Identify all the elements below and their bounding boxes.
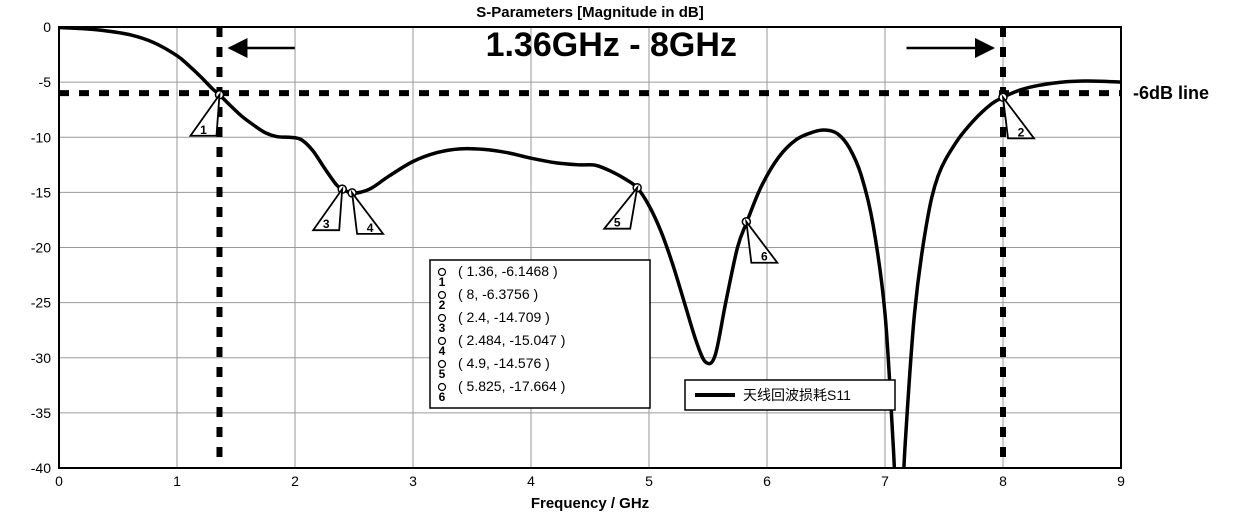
svg-text:-10: -10 <box>31 129 51 145</box>
hline-label: -6dB line <box>1133 83 1209 103</box>
svg-text:( 2.484, -15.047 ): ( 2.484, -15.047 ) <box>458 332 565 348</box>
svg-text:3: 3 <box>409 473 417 489</box>
svg-text:5: 5 <box>439 367 446 381</box>
svg-text:天线回波损耗S11: 天线回波损耗S11 <box>743 387 851 403</box>
svg-text:-25: -25 <box>31 295 51 311</box>
svg-text:-20: -20 <box>31 240 51 256</box>
svg-text:4: 4 <box>527 473 535 489</box>
svg-text:6: 6 <box>439 390 446 404</box>
svg-text:-5: -5 <box>39 74 52 90</box>
svg-text:5: 5 <box>614 216 621 230</box>
x-axis-label: Frequency / GHz <box>531 495 649 512</box>
svg-text:( 1.36, -6.1468 ): ( 1.36, -6.1468 ) <box>458 263 558 279</box>
chart-title: S-Parameters [Magnitude in dB] <box>476 4 704 21</box>
svg-text:7: 7 <box>881 473 889 489</box>
svg-text:-30: -30 <box>31 350 51 366</box>
svg-text:9: 9 <box>1117 473 1125 489</box>
svg-text:1: 1 <box>173 473 181 489</box>
svg-text:0: 0 <box>43 19 51 35</box>
svg-text:2: 2 <box>439 298 446 312</box>
markers: 1 2 3 4 5 6 <box>190 91 1034 264</box>
chart-svg: S-Parameters [Magnitude in dB] 1 2 3 4 5 6 1.… <box>0 0 1240 522</box>
svg-text:8: 8 <box>999 473 1007 489</box>
svg-text:-35: -35 <box>31 405 51 421</box>
svg-text:6: 6 <box>761 250 768 264</box>
svg-text:4: 4 <box>367 221 374 235</box>
y-ticks: -40 -35 -30 -25 -20 -15 -10 -5 0 <box>31 19 51 476</box>
svg-text:( 4.9, -14.576 ): ( 4.9, -14.576 ) <box>458 355 550 371</box>
svg-text:4: 4 <box>439 344 446 358</box>
chart-container: S-Parameters [Magnitude in dB] 1 2 3 4 5 6 1.… <box>0 0 1240 522</box>
svg-text:( 8, -6.3756 ): ( 8, -6.3756 ) <box>458 286 538 302</box>
svg-text:-15: -15 <box>31 184 51 200</box>
legend: 天线回波损耗S11 <box>685 380 895 410</box>
svg-text:5: 5 <box>645 473 653 489</box>
svg-text:1: 1 <box>200 123 207 137</box>
svg-text:( 5.825, -17.664 ): ( 5.825, -17.664 ) <box>458 378 565 394</box>
svg-text:( 2.4, -14.709 ): ( 2.4, -14.709 ) <box>458 309 550 325</box>
svg-text:3: 3 <box>439 321 446 335</box>
svg-text:2: 2 <box>1018 125 1025 139</box>
svg-text:0: 0 <box>55 473 63 489</box>
svg-text:6: 6 <box>763 473 771 489</box>
svg-text:3: 3 <box>323 217 330 231</box>
svg-text:-40: -40 <box>31 460 51 476</box>
svg-text:1: 1 <box>439 275 446 289</box>
svg-text:2: 2 <box>291 473 299 489</box>
x-ticks: 0 1 2 3 4 5 6 7 8 9 <box>55 473 1125 489</box>
range-label: 1.36GHz - 8GHz <box>486 26 737 64</box>
marker-table: 1 ( 1.36, -6.1468 ) 2 ( 8, -6.3756 ) 3 ( 2.4,… <box>430 260 650 408</box>
